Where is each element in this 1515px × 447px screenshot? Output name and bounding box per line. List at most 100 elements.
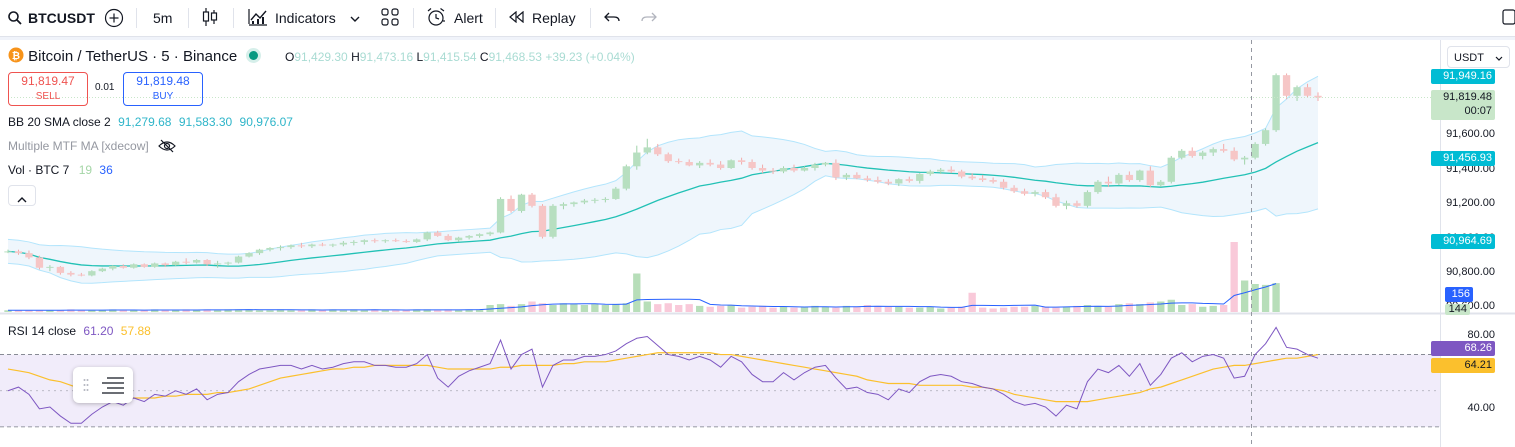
high-label: H (351, 50, 360, 64)
candle (1125, 171, 1134, 182)
redo-button[interactable] (641, 0, 657, 36)
change-value: +39.23 (+0.04%) (545, 50, 635, 64)
drag-handle-icon[interactable] (83, 378, 89, 397)
candle (612, 186, 620, 200)
volume-bar (402, 310, 410, 312)
candle (633, 145, 641, 170)
compare-add-button[interactable] (104, 0, 124, 36)
candle (863, 175, 872, 182)
candle-body (381, 240, 389, 242)
candle (727, 159, 735, 169)
candle-body (517, 194, 526, 211)
candle (549, 204, 557, 239)
volume-bar (1167, 299, 1175, 312)
candle-body (716, 164, 725, 169)
candle (1115, 173, 1123, 186)
volume-bar (350, 309, 358, 312)
interval-button[interactable]: 5m (153, 0, 172, 36)
buy-button[interactable]: 91,819.48 BUY (123, 72, 203, 106)
volume-legend[interactable]: Vol · BTC 7 19 36 (8, 163, 113, 177)
candle (716, 161, 725, 170)
symbol-legend[interactable]: ₿ Bitcoin / TetherUS · 5 · Binance (8, 47, 259, 67)
volume-bar (863, 305, 872, 312)
alert-button[interactable]: Alert (426, 0, 483, 36)
candle-body (423, 232, 431, 240)
close-label: C (479, 50, 489, 64)
volume-bar (779, 306, 788, 312)
candle (329, 243, 337, 248)
volume-bar (654, 304, 662, 312)
candle-body (1136, 170, 1144, 181)
volume-bar (119, 310, 127, 312)
replay-button[interactable]: Replay (508, 0, 576, 36)
candle-body (1240, 157, 1249, 160)
volume-bar (570, 304, 578, 312)
candle-body (989, 180, 997, 182)
candle-body (1115, 174, 1123, 184)
collapse-legend-button[interactable] (8, 185, 36, 206)
candle (213, 260, 222, 268)
object-tree-icon[interactable] (101, 375, 125, 400)
interval-label: 5m (153, 10, 173, 26)
candle (88, 270, 96, 277)
volume-bar (612, 304, 620, 312)
divider (413, 8, 414, 28)
candle-body (130, 264, 138, 268)
candle (25, 250, 33, 260)
alarm-clock-icon (426, 7, 446, 30)
candle (1251, 142, 1259, 160)
candle-body (1188, 150, 1196, 156)
candle (1188, 147, 1196, 158)
undo-button[interactable] (604, 0, 620, 36)
volume-bar (1157, 301, 1165, 312)
chevron-down-icon[interactable] (350, 10, 360, 26)
sell-button[interactable]: 91,819.47 SELL (8, 72, 88, 106)
bb-lower-tag: 90,964.69 (1431, 234, 1495, 249)
volume-bar (853, 306, 861, 312)
candle-body (1073, 203, 1081, 206)
candle (622, 164, 630, 191)
candle (643, 138, 651, 155)
volume-bar (266, 310, 274, 312)
candle-body (140, 264, 148, 267)
sell-price: 91,819.47 (21, 74, 75, 88)
candle-body (937, 169, 945, 172)
chart-type-button[interactable] (201, 0, 219, 36)
rsi-legend[interactable]: RSI 14 close 61.20 57.88 (8, 324, 151, 338)
candle-body (339, 242, 348, 245)
symbol-search[interactable]: BTCUSDT (8, 0, 95, 36)
volume-bar (46, 310, 54, 312)
volume-bar (685, 304, 693, 312)
candle (790, 164, 798, 173)
volume-tag: 144 (1445, 304, 1470, 315)
floating-drawing-toolbar[interactable] (73, 367, 133, 403)
eye-off-icon[interactable] (158, 139, 176, 156)
candle (161, 262, 169, 267)
candle-body (916, 174, 924, 181)
candle-body (25, 253, 33, 258)
volume-bar (1240, 280, 1249, 312)
divider (233, 8, 234, 28)
mtf-legend[interactable]: Multiple MTF MA [xdecow] (8, 139, 176, 156)
fullscreen-button[interactable] (1502, 0, 1515, 36)
chart-canvas[interactable] (0, 40, 1515, 447)
candle-body (968, 176, 976, 179)
candle-body (475, 234, 484, 236)
redo-icon (641, 10, 657, 26)
candle (109, 265, 117, 271)
currency-select[interactable]: USDT (1447, 46, 1510, 68)
candle-body (622, 166, 630, 189)
volume-bar (1261, 284, 1270, 312)
bb-legend[interactable]: BB 20 SMA close 2 91,279.68 91,583.30 90… (8, 115, 293, 129)
volume-bar (1220, 305, 1228, 312)
volume-bar (1041, 306, 1050, 312)
templates-button[interactable] (381, 0, 399, 36)
candle-body (465, 235, 473, 238)
volume-bar (643, 301, 651, 312)
indicators-button[interactable]: Indicators (248, 0, 360, 36)
mtf-label: Multiple MTF MA [xdecow] (8, 139, 149, 153)
candle-body (297, 245, 306, 247)
indicators-label: Indicators (275, 10, 336, 26)
candle (748, 159, 756, 170)
candle-body (151, 263, 159, 267)
